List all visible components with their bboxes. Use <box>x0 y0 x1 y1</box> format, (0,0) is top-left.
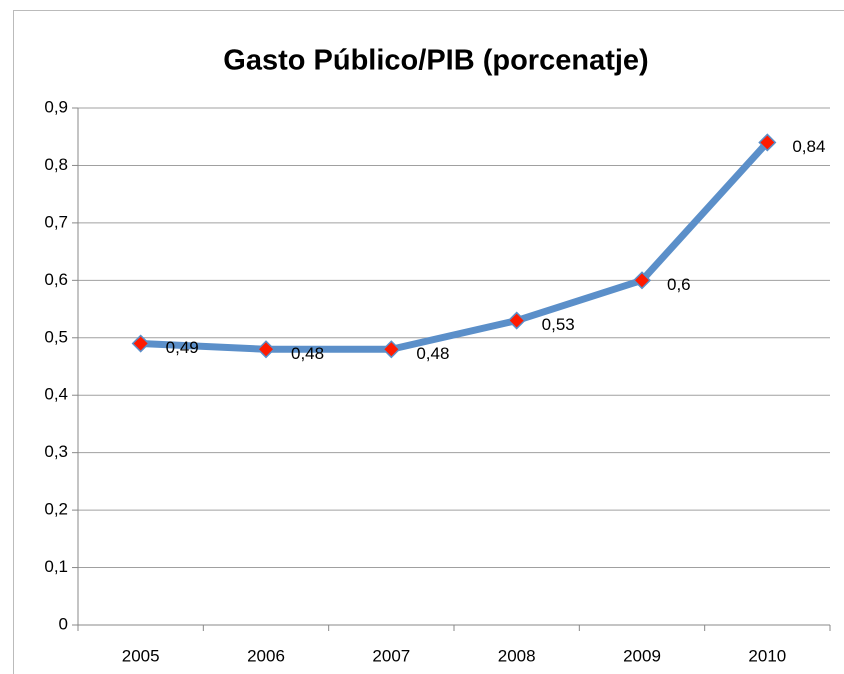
y-tick-label: 0,8 <box>44 155 68 174</box>
marker <box>507 311 526 330</box>
y-tick-label: 0,4 <box>44 385 68 404</box>
data-label: 0,48 <box>416 344 449 363</box>
marker <box>256 340 276 359</box>
y-tick-label: 0,6 <box>44 270 68 289</box>
x-tick-label: 2007 <box>372 646 410 665</box>
y-tick-label: 0 <box>59 614 68 633</box>
x-tick-label: 2006 <box>247 646 285 665</box>
line-series <box>137 138 771 353</box>
marker <box>382 340 401 359</box>
y-tick-label: 0,1 <box>44 557 68 576</box>
y-tick-label: 0,9 <box>44 97 68 116</box>
x-tick-label: 2009 <box>623 646 661 665</box>
marker <box>131 334 150 353</box>
y-tick-label: 0,2 <box>44 500 68 519</box>
chart-title: Gasto Público/PIB (porcenatje) <box>223 45 648 77</box>
data-label: 0,49 <box>166 338 199 357</box>
x-tick-label: 2010 <box>748 646 786 665</box>
data-label: 0,53 <box>542 315 575 334</box>
data-label: 0,6 <box>667 275 691 294</box>
marker <box>758 133 777 152</box>
x-tick-label: 2005 <box>122 646 160 665</box>
y-tick-label: 0,7 <box>44 212 68 231</box>
y-tick-label: 0,5 <box>44 327 68 346</box>
marker <box>632 271 652 290</box>
data-label: 0,84 <box>792 137 825 156</box>
y-tick-label: 0,3 <box>44 442 68 461</box>
data-label: 0,48 <box>291 344 324 363</box>
x-tick-label: 2008 <box>498 646 536 665</box>
